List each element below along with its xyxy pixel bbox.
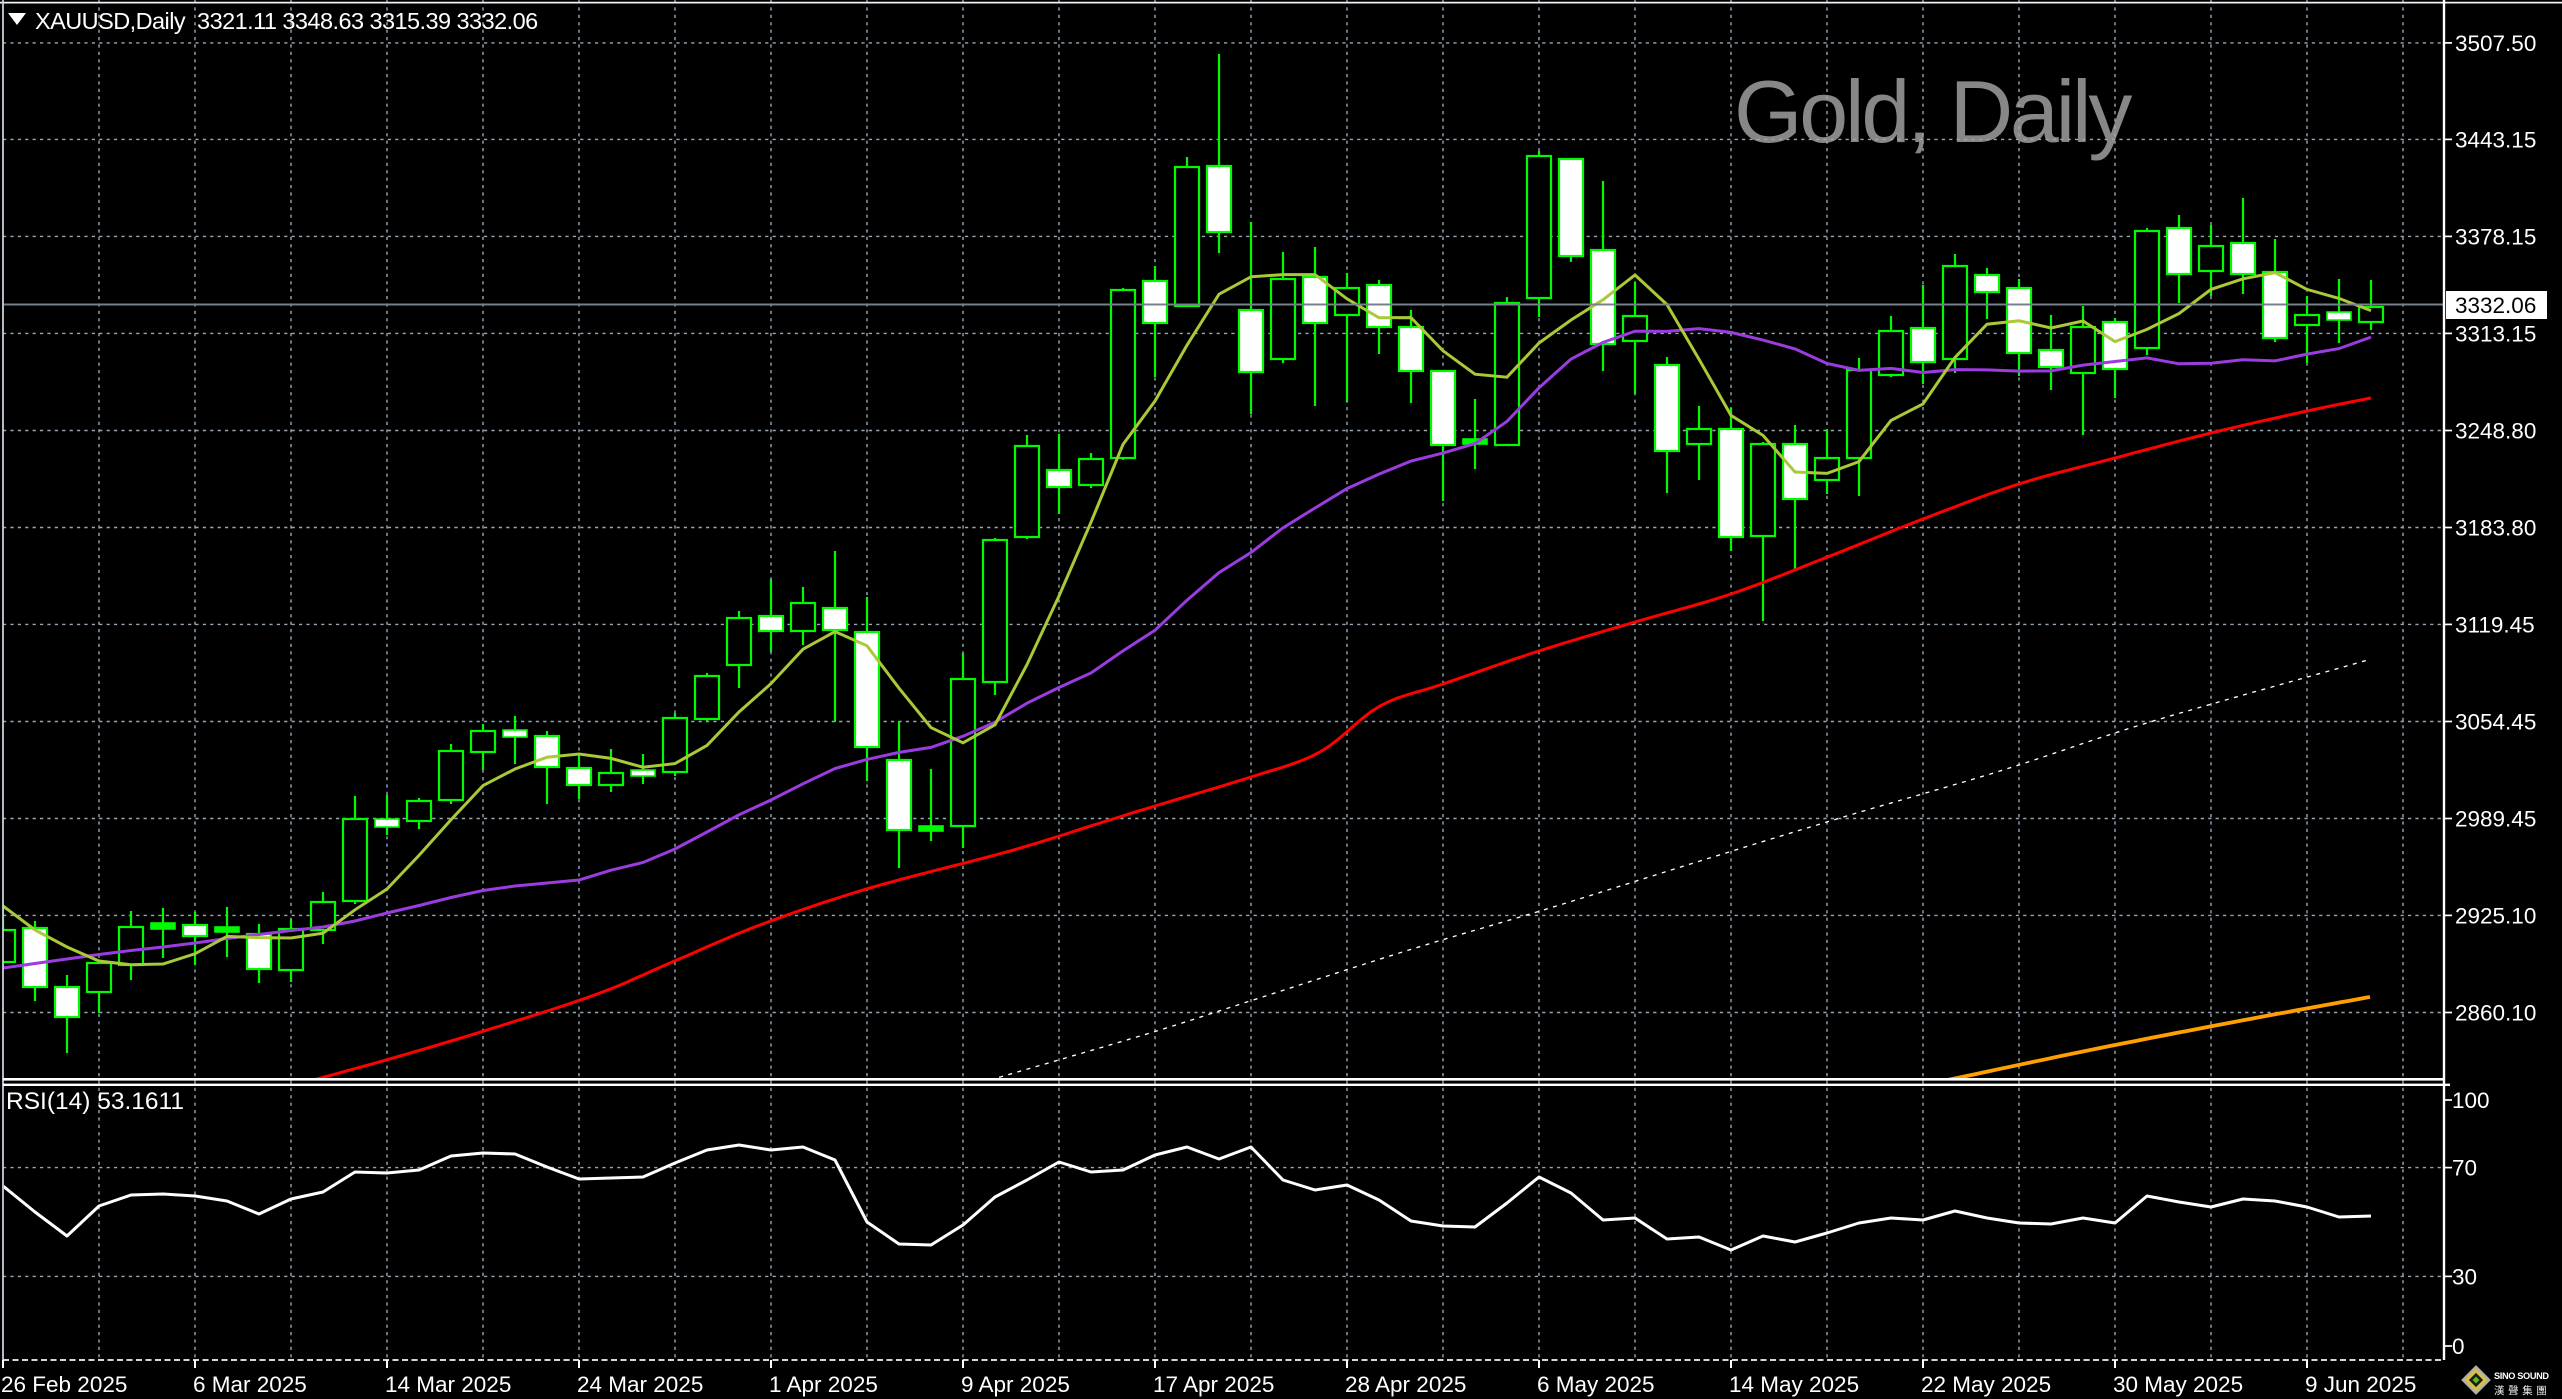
svg-text:Gold, Daily: Gold, Daily — [1734, 62, 2132, 161]
svg-text:3119.45: 3119.45 — [2455, 612, 2535, 637]
svg-text:30: 30 — [2452, 1264, 2477, 1289]
svg-text:3313.15: 3313.15 — [2455, 321, 2536, 346]
svg-text:3054.45: 3054.45 — [2455, 710, 2536, 735]
svg-text:漢聲集團: 漢聲集團 — [2494, 1384, 2550, 1397]
svg-text:RSI(14) 53.1611: RSI(14) 53.1611 — [6, 1088, 184, 1115]
svg-text:2989.45: 2989.45 — [2455, 807, 2536, 832]
svg-text:2860.10: 2860.10 — [2455, 1001, 2536, 1026]
svg-text:SINO SOUND: SINO SOUND — [2494, 1371, 2549, 1381]
svg-text:70: 70 — [2452, 1156, 2477, 1181]
svg-text:22 May 2025: 22 May 2025 — [1921, 1372, 2051, 1397]
svg-text:26 Feb 2025: 26 Feb 2025 — [1, 1372, 127, 1397]
svg-text:30 May 2025: 30 May 2025 — [2113, 1372, 2243, 1397]
svg-text:9 Jun 2025: 9 Jun 2025 — [2305, 1372, 2416, 1397]
svg-text:1 Apr 2025: 1 Apr 2025 — [769, 1372, 878, 1397]
svg-text:XAUUSD,Daily 3321.11 3348.63: XAUUSD,Daily 3321.11 3348.63 3315.39 333… — [35, 8, 538, 34]
svg-text:24 Mar 2025: 24 Mar 2025 — [577, 1372, 703, 1397]
svg-text:28 Apr 2025: 28 Apr 2025 — [1345, 1372, 1466, 1397]
svg-text:3507.50: 3507.50 — [2455, 31, 2536, 56]
svg-text:2925.10: 2925.10 — [2455, 903, 2536, 928]
svg-text:100: 100 — [2452, 1088, 2490, 1113]
svg-text:3332.06: 3332.06 — [2455, 293, 2536, 318]
svg-text:3248.80: 3248.80 — [2455, 419, 2536, 444]
svg-text:3183.80: 3183.80 — [2455, 516, 2536, 541]
svg-text:6 May 2025: 6 May 2025 — [1537, 1372, 1655, 1397]
svg-text:17 Apr 2025: 17 Apr 2025 — [1153, 1372, 1274, 1397]
svg-text:3378.15: 3378.15 — [2455, 224, 2536, 249]
svg-text:3443.15: 3443.15 — [2455, 127, 2536, 152]
svg-text:9 Apr 2025: 9 Apr 2025 — [961, 1372, 1070, 1397]
svg-text:6 Mar 2025: 6 Mar 2025 — [193, 1372, 307, 1397]
svg-text:0: 0 — [2452, 1334, 2465, 1359]
svg-text:14 Mar 2025: 14 Mar 2025 — [385, 1372, 511, 1397]
svg-text:14 May 2025: 14 May 2025 — [1729, 1372, 1859, 1397]
